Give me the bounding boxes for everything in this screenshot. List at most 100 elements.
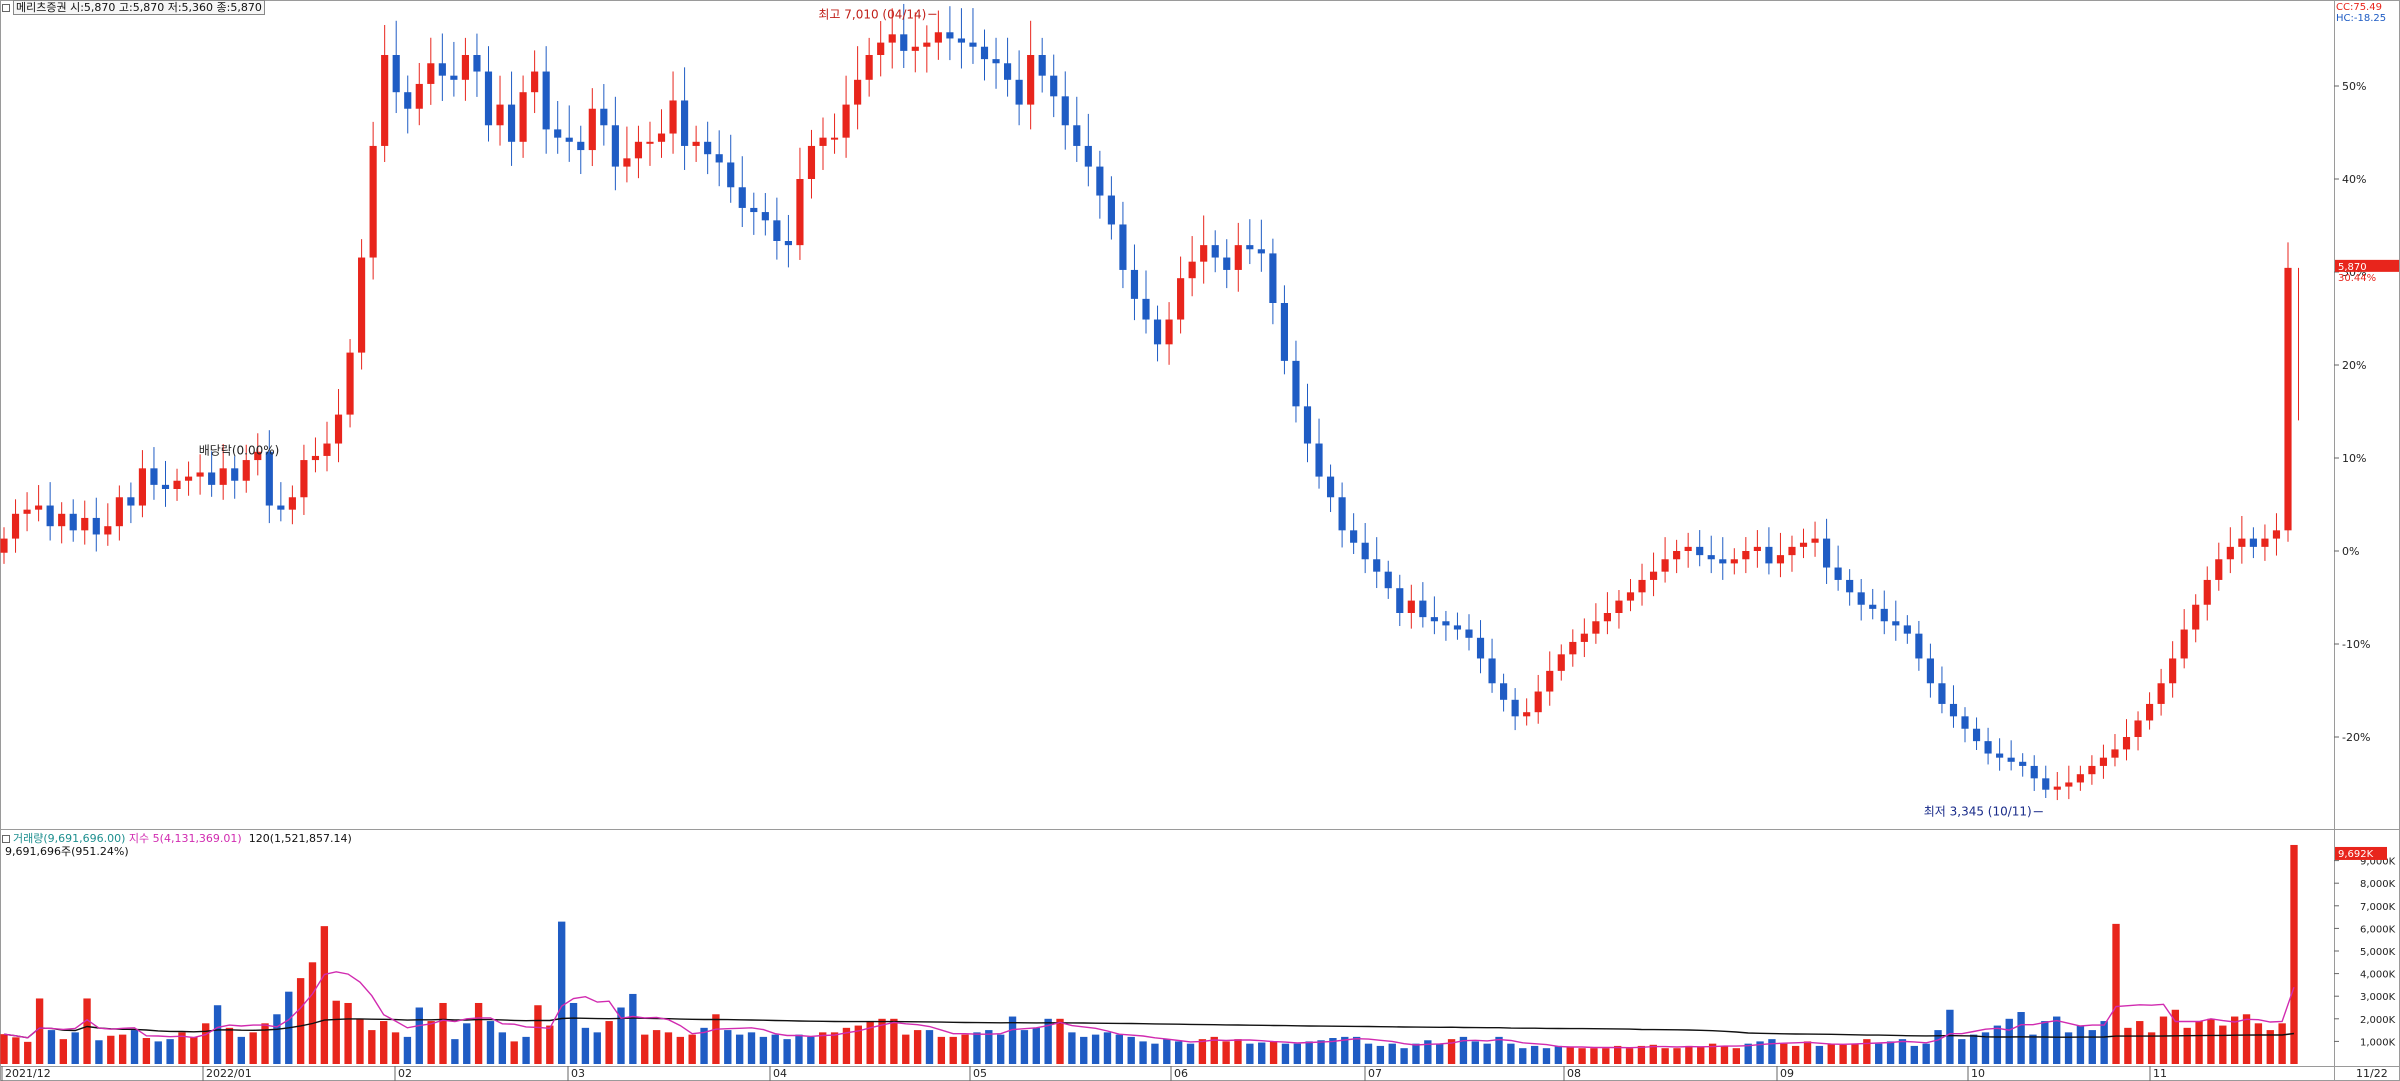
candle-body xyxy=(2145,703,2154,721)
candle-body xyxy=(1442,621,1450,626)
volume-bar xyxy=(2159,1016,2168,1064)
candle-body xyxy=(819,137,827,146)
candle xyxy=(1753,530,1761,568)
candle xyxy=(1626,579,1635,612)
volume-bar xyxy=(1281,1043,1290,1064)
volume-panel-toggle-icon[interactable] xyxy=(2,835,10,843)
candle xyxy=(231,456,239,499)
candle xyxy=(2042,765,2050,798)
volume-bar xyxy=(1400,1048,1408,1064)
volume-bar xyxy=(1044,1018,1052,1064)
volume-bar xyxy=(1910,1045,1918,1064)
volume-bar xyxy=(842,1027,851,1064)
volume-bar xyxy=(1649,1044,1657,1064)
candle xyxy=(323,421,331,472)
candle-body xyxy=(2203,579,2211,605)
candle xyxy=(1292,340,1300,423)
candle-body xyxy=(1430,617,1438,622)
candle xyxy=(1050,54,1058,118)
ma120-value: 120(1,521,857.14) xyxy=(248,832,352,845)
candle xyxy=(854,46,862,130)
candle-body xyxy=(1153,319,1162,345)
candle xyxy=(2076,765,2084,791)
volume-bar xyxy=(652,1030,661,1064)
volume-bar xyxy=(415,1007,423,1064)
volume-bar xyxy=(1898,1039,1907,1064)
candle-body xyxy=(2065,782,2073,787)
candle-body xyxy=(1869,604,1877,609)
volume-bar xyxy=(783,1039,791,1064)
candle xyxy=(1557,644,1565,681)
volume-bar xyxy=(2112,923,2120,1064)
candle-body xyxy=(1177,278,1185,320)
candle xyxy=(1453,612,1462,640)
volume-summary: 9,691,696주(951.24%) xyxy=(5,845,129,858)
candle xyxy=(127,482,135,524)
volume-bar xyxy=(1922,1043,1930,1064)
volume-bar xyxy=(949,1036,957,1064)
candle xyxy=(300,444,308,515)
candle xyxy=(1569,629,1577,667)
volume-bar xyxy=(1352,1036,1361,1064)
volume-bar xyxy=(1068,1032,1076,1064)
candle xyxy=(1269,238,1277,325)
candle xyxy=(2030,755,2038,791)
volume-bar xyxy=(534,1005,542,1064)
candle-body xyxy=(1419,600,1427,618)
volume-bar xyxy=(1424,1040,1432,1064)
candle-body xyxy=(1292,360,1300,407)
candle-body xyxy=(46,505,54,527)
volume-bar xyxy=(451,1039,459,1064)
volume-bar xyxy=(463,1023,471,1064)
candle xyxy=(1776,532,1785,578)
volume-bar xyxy=(249,1032,257,1064)
candle xyxy=(2134,711,2142,751)
candle-body xyxy=(1915,633,1923,659)
panel-toggle-icon[interactable] xyxy=(2,4,10,12)
volume-bar xyxy=(1815,1045,1824,1064)
volume-bar xyxy=(142,1038,151,1064)
candle-body xyxy=(750,207,758,213)
volume-bar xyxy=(225,1027,234,1064)
volume-bar xyxy=(510,1041,518,1064)
candle xyxy=(1211,230,1219,273)
candle xyxy=(692,125,700,162)
volume-bar xyxy=(1756,1041,1764,1064)
candle-body xyxy=(1511,699,1519,717)
candle xyxy=(611,96,619,191)
candle xyxy=(646,121,654,166)
candle-body xyxy=(1984,741,1992,754)
candle xyxy=(2180,609,2188,669)
candle xyxy=(1811,521,1819,557)
volume-bar xyxy=(1625,1048,1634,1064)
candle xyxy=(1027,20,1035,130)
volume-bar xyxy=(641,1034,649,1064)
candle-body xyxy=(1996,753,2004,758)
candle-body xyxy=(888,34,896,43)
candle xyxy=(392,20,400,114)
candle xyxy=(796,147,804,260)
candle xyxy=(761,193,769,236)
volume-bar xyxy=(1780,1043,1788,1064)
volume-bar xyxy=(1708,1043,1717,1064)
candle-body xyxy=(196,472,204,477)
candle-body xyxy=(104,526,112,535)
candle-body xyxy=(2134,720,2142,737)
x-axis-label: 2022/01 xyxy=(206,1067,252,1080)
volume-bar xyxy=(1590,1048,1598,1064)
candle-body xyxy=(2088,765,2096,775)
volume-bar xyxy=(2124,1027,2132,1064)
candle xyxy=(150,447,158,500)
candle xyxy=(69,499,77,542)
candle-body xyxy=(2238,538,2246,547)
candle xyxy=(865,37,873,97)
candle xyxy=(1096,150,1104,219)
x-axis-label: 04 xyxy=(773,1067,787,1080)
volume-bar xyxy=(59,1039,68,1064)
candle-body xyxy=(1246,245,1254,250)
candle-body xyxy=(1799,542,1808,547)
candle xyxy=(819,117,827,170)
candle-body xyxy=(1972,728,1981,742)
candle xyxy=(1430,596,1438,635)
